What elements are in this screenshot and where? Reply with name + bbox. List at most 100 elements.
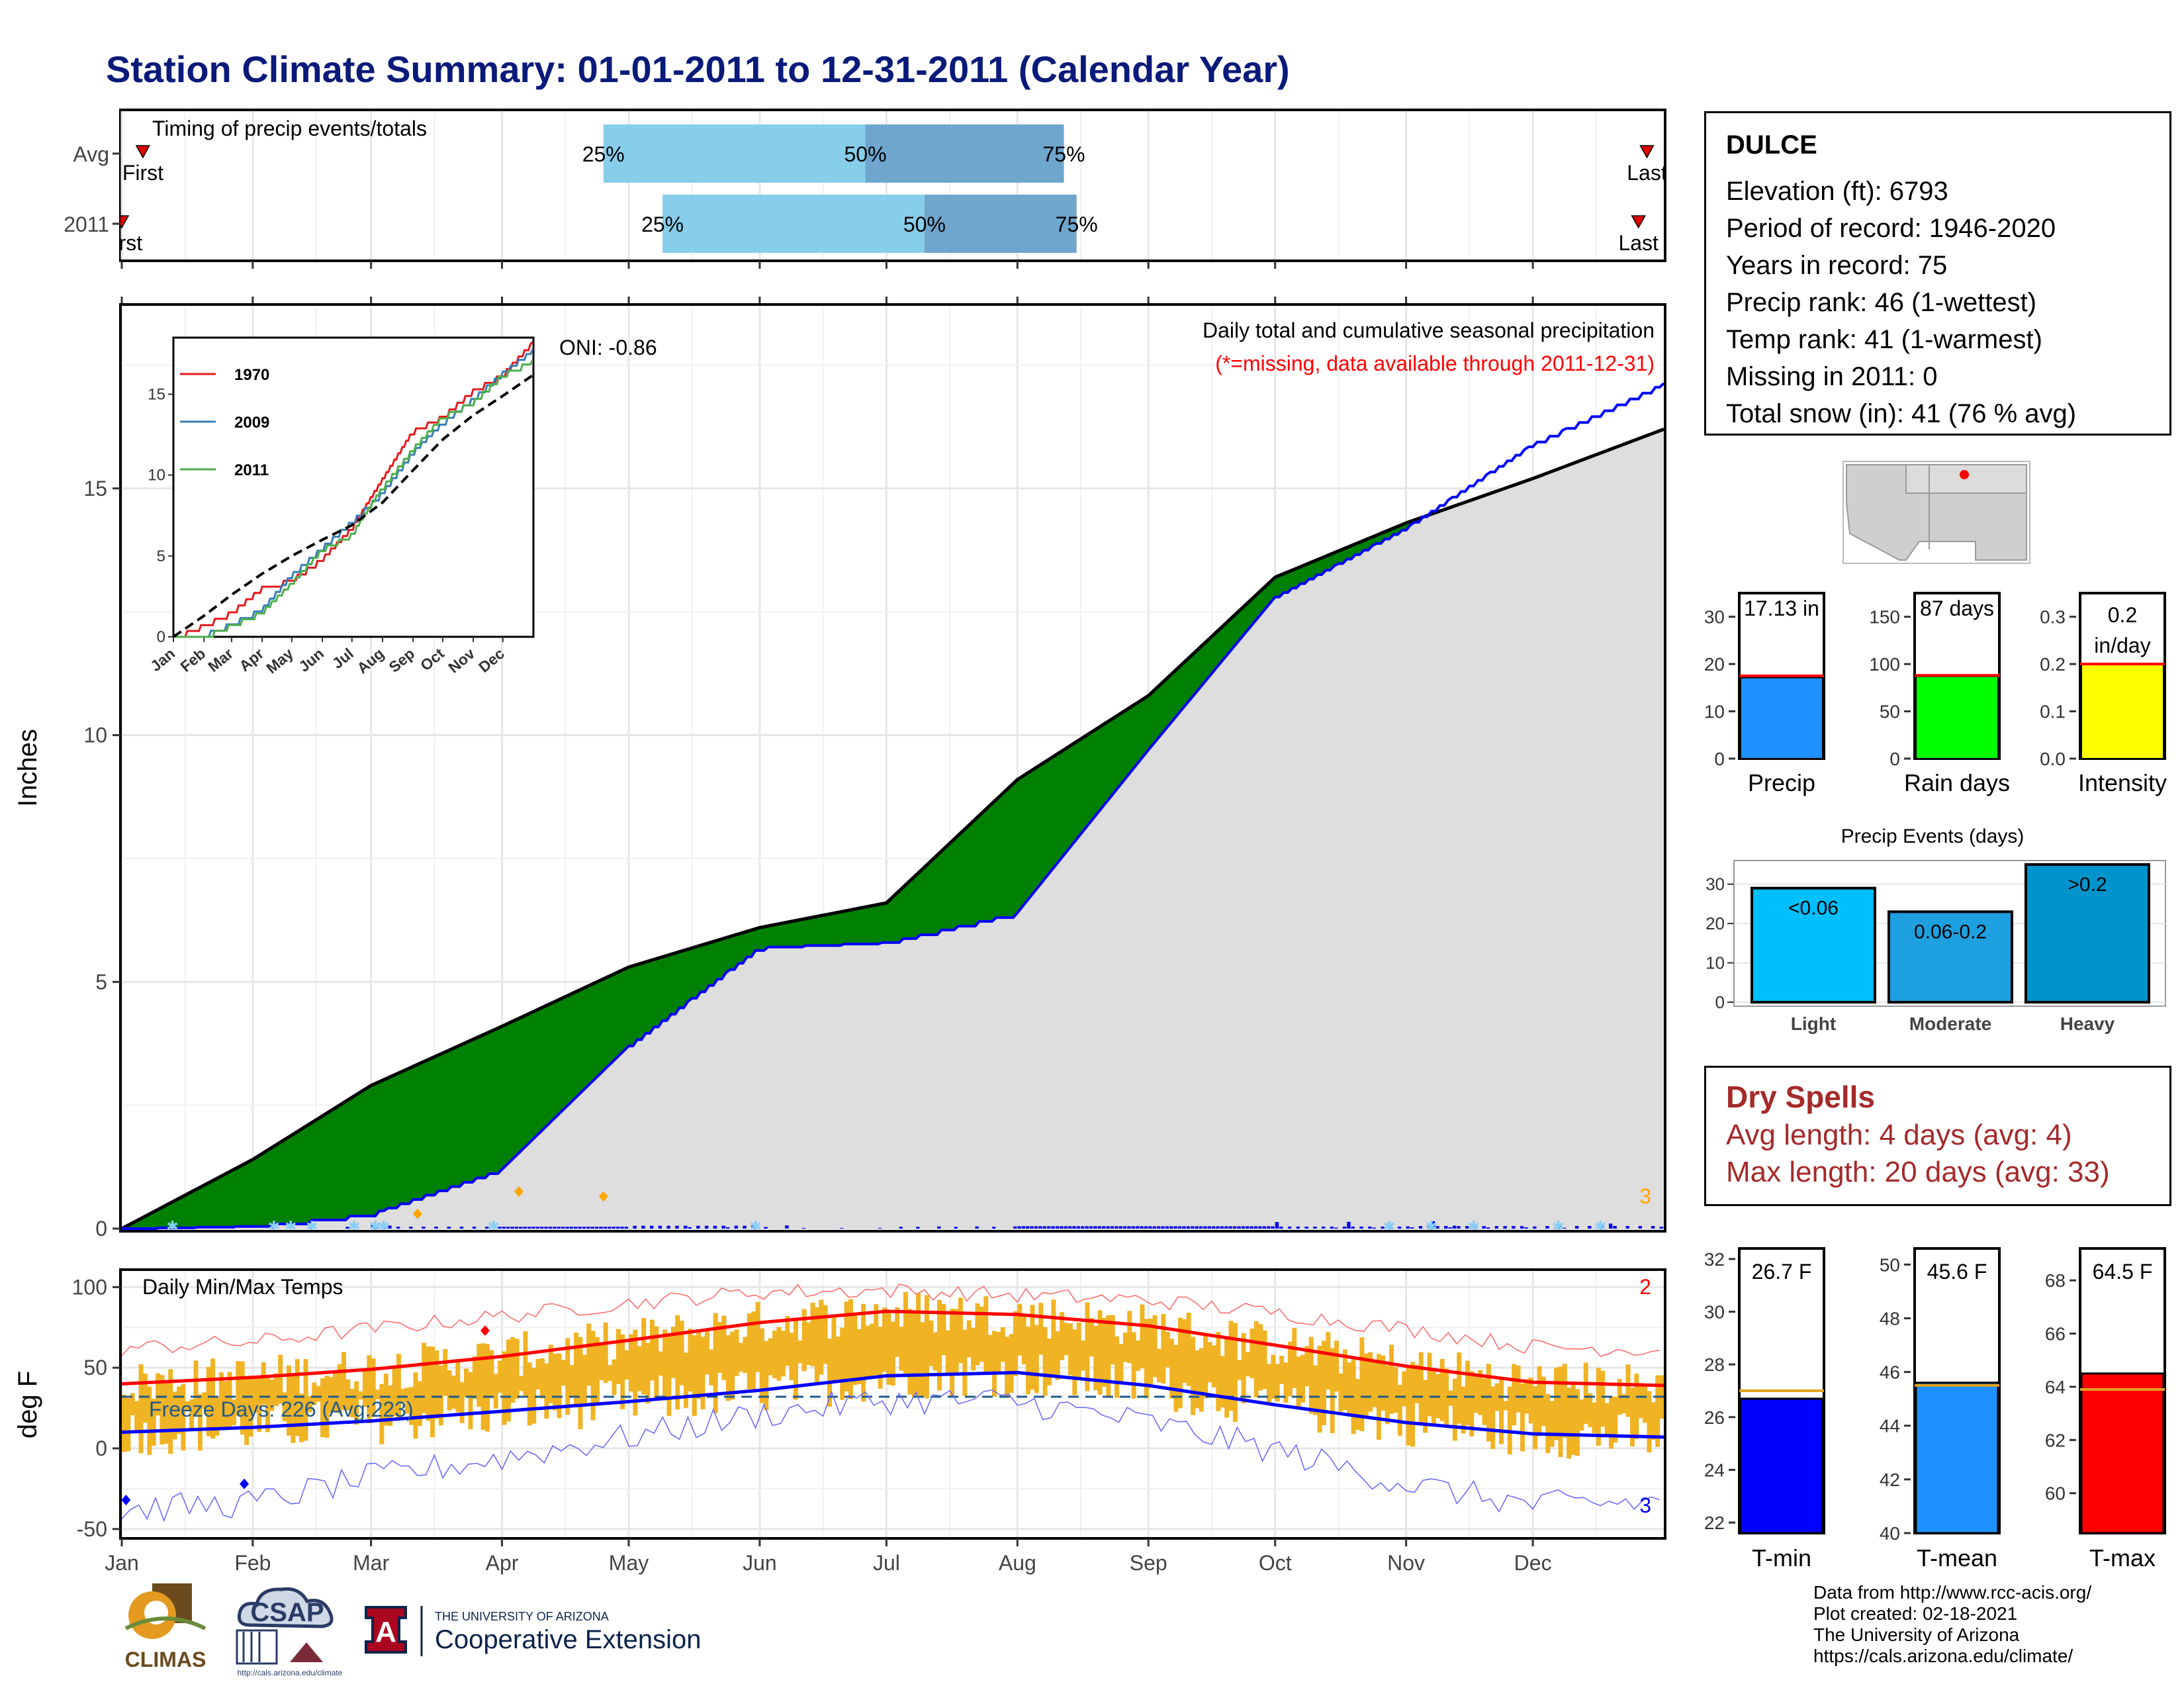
daily-temp-bar [785, 1316, 790, 1366]
daily-temp-bar [1469, 1371, 1475, 1437]
daily-temp-bar [780, 1331, 786, 1377]
daily-temp-bar [924, 1295, 929, 1399]
summary-ytick-label: 0 [1889, 749, 1900, 769]
daily-temp-bar [523, 1331, 528, 1397]
ua-cooperative-extension-logo: A THE UNIVERSITY OF ARIZONA Cooperative … [361, 1602, 731, 1662]
summary-bar-label: Intensity [2078, 769, 2167, 796]
daily-temp-bar [459, 1382, 465, 1423]
daily-precip-bar [1609, 1223, 1613, 1229]
daily-temp-bar [197, 1394, 203, 1451]
daily-temp-bar [1533, 1385, 1538, 1450]
daily-temp-bar [806, 1322, 811, 1366]
daily-temp-bar [933, 1332, 938, 1371]
daily-temp-bar [1089, 1317, 1094, 1357]
daily-temp-bar [1592, 1402, 1597, 1434]
daily-precip-bar [734, 1225, 738, 1229]
daily-temp-bar [316, 1385, 321, 1402]
daily-temp-bar [514, 1338, 520, 1399]
daily-temp-bar [1279, 1356, 1285, 1384]
daily-temp-bar [1634, 1374, 1639, 1439]
daily-precip-bar [434, 1227, 438, 1229]
daily-temp-bar [1512, 1364, 1517, 1426]
daily-precip-bar [1253, 1226, 1258, 1229]
daily-temp-bar [764, 1340, 769, 1411]
daily-precip-bar [1465, 1226, 1469, 1229]
daily-precip-bar [1659, 1227, 1663, 1229]
daily-temp-bar [1499, 1378, 1504, 1444]
daily-temp-bar [324, 1376, 330, 1438]
month-tick-label: Sep [1130, 1551, 1167, 1575]
month-tick-label: Jun [743, 1551, 777, 1575]
daily-temp-bar [299, 1393, 304, 1442]
daily-temp-bar [210, 1358, 216, 1439]
daily-precip-bar [1558, 1226, 1562, 1229]
daily-precip-bar [1237, 1226, 1241, 1229]
daily-precip-bar [1156, 1226, 1161, 1229]
precip-ytick-label: 15 [83, 477, 107, 500]
temp-label: Daily Min/Max Temps [142, 1275, 343, 1299]
daily-temp-bar [1169, 1338, 1175, 1399]
inset-legend-label: 2009 [234, 414, 269, 432]
temp-summary-ytick-label: 26 [1704, 1407, 1725, 1428]
daily-temp-bar [1308, 1336, 1314, 1414]
daily-precip-bar [975, 1226, 979, 1229]
daily-precip-bar [1588, 1226, 1592, 1229]
daily-precip-bar [498, 1227, 502, 1229]
daily-temp-bar [814, 1307, 819, 1383]
daily-temp-bar [962, 1329, 968, 1396]
summary-bar-label: Precip [1748, 769, 1815, 796]
daily-precip-bar [1287, 1226, 1292, 1229]
daily-temp-bar [574, 1332, 579, 1406]
summary-bar-fill [1740, 677, 1823, 760]
daily-temp-bar [345, 1379, 351, 1411]
precip-record-marker [412, 1208, 422, 1219]
daily-precip-bar [1177, 1226, 1182, 1229]
daily-precip-bar [1241, 1226, 1246, 1229]
daily-temp-bar [379, 1383, 385, 1444]
record-high-marker [480, 1325, 490, 1336]
temp-summary-ytick-label: 44 [1880, 1416, 1900, 1436]
daily-precip-bar [1207, 1226, 1211, 1229]
daily-temp-bar [1313, 1365, 1318, 1415]
daily-temp-bar [1165, 1332, 1170, 1368]
daily-temp-bar [1583, 1362, 1588, 1424]
daily-temp-bar [1321, 1340, 1326, 1426]
temp-summary-ytick-label: 28 [1704, 1354, 1725, 1375]
daily-precip-bar [937, 1226, 941, 1229]
daily-precip-bar [1638, 1226, 1643, 1229]
inset-frame [172, 336, 535, 638]
daily-temp-bar [1017, 1303, 1023, 1356]
timing-bar-q25-q50 [662, 195, 925, 253]
daily-temp-bar [954, 1309, 959, 1374]
month-tick-label: Jul [873, 1551, 900, 1575]
daily-precip-bar [1427, 1226, 1431, 1229]
temp-summary-ytick-label: 22 [1704, 1513, 1725, 1533]
daily-temp-bar [472, 1356, 477, 1399]
daily-precip-bar [1545, 1226, 1549, 1229]
oni-label: ONI: -0.86 [559, 336, 657, 359]
daily-precip-bar [1093, 1226, 1097, 1229]
temp-summary-ytick-label: 62 [2045, 1430, 2066, 1450]
summary-bars: 0 10 20 30 17.13 in Precip 0 50 100 150 87 days Rai… [1704, 592, 2167, 796]
timing-last-marker [1639, 145, 1655, 159]
daily-temp-bar [443, 1348, 448, 1396]
daily-precip-bar [422, 1227, 426, 1229]
daily-temp-bar [645, 1342, 651, 1404]
daily-temp-bar [629, 1334, 634, 1392]
daily-temp-bar [1199, 1348, 1204, 1412]
inset-ytick-label: 0 [157, 628, 165, 646]
daily-temp-bar [303, 1359, 308, 1441]
daily-precip-bar [603, 1227, 608, 1229]
daily-precip-bar [1600, 1226, 1604, 1229]
daily-temp-bar [700, 1336, 705, 1410]
daily-precip-bar [1072, 1226, 1076, 1229]
temp-panel: -50 0 50 100 deg F Daily Min/Max Temps Free… [13, 1268, 1666, 1575]
daily-temp-bar [835, 1336, 841, 1380]
daily-precip-bar [1452, 1225, 1457, 1229]
daily-temp-bar [341, 1352, 346, 1410]
daily-temp-bar [911, 1311, 917, 1398]
daily-precip-bar [1055, 1226, 1060, 1229]
daily-precip-bar [649, 1225, 654, 1229]
daily-temp-bar [510, 1337, 516, 1403]
daily-precip-bar [1076, 1226, 1081, 1229]
